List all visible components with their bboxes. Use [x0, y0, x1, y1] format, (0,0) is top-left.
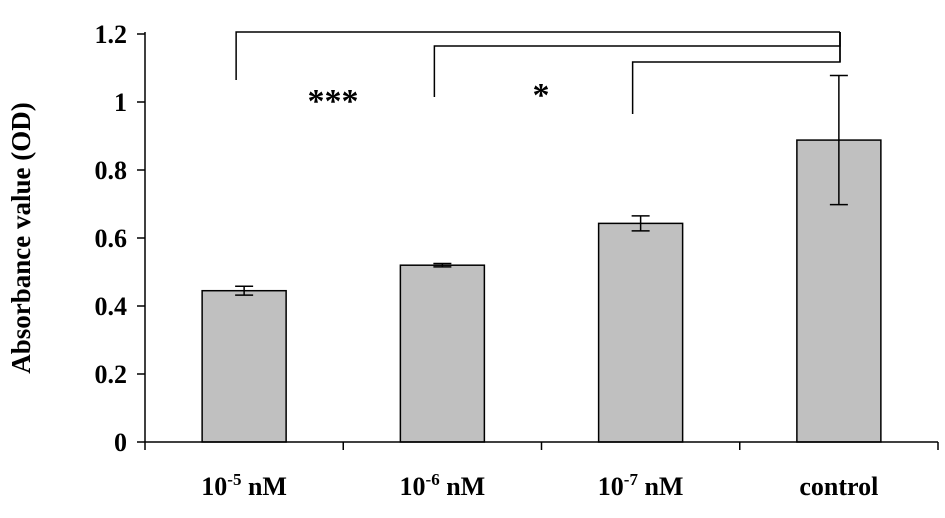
y-tick-label-6: 1.2 — [95, 20, 128, 49]
significance-label-2: * — [533, 77, 550, 114]
category-label-2: 10-7 nM — [598, 470, 684, 501]
significance-label-0: *** — [308, 83, 359, 120]
category-label-3: control — [799, 472, 878, 501]
y-tick-label-3: 0.6 — [95, 224, 128, 253]
y-tick-label-0: 0 — [114, 428, 127, 457]
category-label-0: 10-5 nM — [201, 470, 287, 501]
bar-2 — [597, 222, 684, 443]
y-tick-label-5: 1 — [114, 88, 127, 117]
y-axis-label: Absorbance value (OD) — [6, 102, 36, 374]
category-label-1: 10-6 nM — [400, 470, 486, 501]
y-tick-label-4: 0.8 — [95, 156, 128, 185]
plot-area: 0 0.2 0.4 0.6 0.8 1 1.2 10-5 nM 10-6 nM 10-7 nM co… — [95, 20, 939, 501]
bar-0 — [201, 289, 287, 443]
y-tick-label-2: 0.4 — [95, 292, 128, 321]
y-tick-label-1: 0.2 — [95, 360, 128, 389]
significance-bracket-0 — [235, 31, 840, 80]
significance-bracket-2 — [631, 32, 841, 114]
significance-bracket-1 — [433, 32, 841, 97]
bar-1 — [399, 264, 486, 443]
